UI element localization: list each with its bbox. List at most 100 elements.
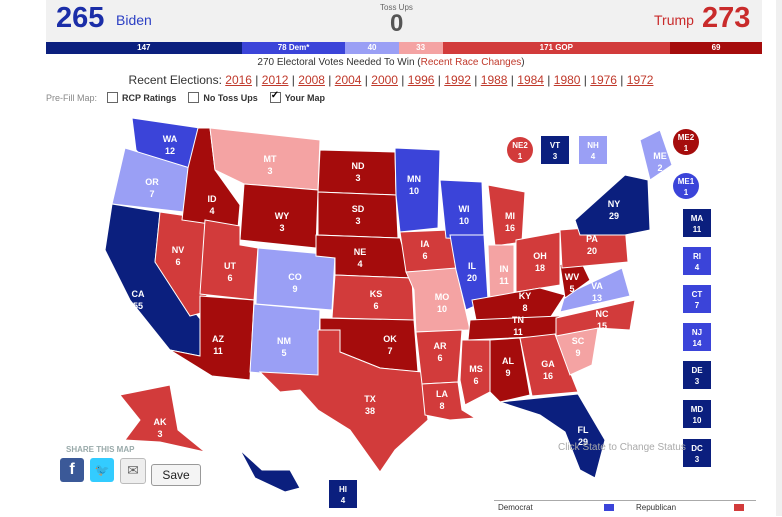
state-sd[interactable] bbox=[317, 191, 399, 239]
state-ky[interactable] bbox=[471, 287, 566, 321]
state-tn[interactable] bbox=[467, 315, 561, 341]
bar-segment: 171 GOP bbox=[442, 42, 671, 54]
state-fl[interactable] bbox=[499, 393, 606, 479]
district-box-md[interactable] bbox=[683, 400, 711, 428]
state-az[interactable] bbox=[169, 295, 255, 381]
state-hi[interactable] bbox=[239, 449, 301, 493]
state-ev-label: 13 bbox=[592, 293, 602, 303]
state-ev-label: 16 bbox=[505, 223, 515, 233]
election-year-link[interactable]: 1984 bbox=[517, 73, 544, 87]
state-tx[interactable] bbox=[258, 329, 429, 473]
election-year-link[interactable]: 1996 bbox=[407, 73, 435, 87]
state-pa[interactable] bbox=[559, 224, 629, 269]
election-year-link[interactable]: 1980 bbox=[553, 73, 581, 87]
scrollbar[interactable] bbox=[776, 0, 782, 516]
district-box-me2[interactable] bbox=[673, 129, 699, 155]
state-ev-label: 20 bbox=[587, 246, 597, 256]
state-ev-label: 6 bbox=[473, 376, 478, 386]
state-al[interactable] bbox=[489, 337, 531, 403]
state-ga[interactable] bbox=[519, 333, 579, 397]
state-mn[interactable] bbox=[394, 147, 441, 233]
state-ne[interactable] bbox=[315, 234, 413, 279]
state-ev-label: 3 bbox=[267, 166, 272, 176]
state-co[interactable] bbox=[255, 247, 336, 311]
state-ny[interactable] bbox=[574, 174, 651, 236]
state-wa[interactable] bbox=[131, 117, 201, 171]
state-sc[interactable] bbox=[554, 327, 599, 376]
election-year-link[interactable]: 1992 bbox=[444, 73, 471, 87]
state-ev-label: 11 bbox=[499, 276, 509, 286]
election-year-link[interactable]: 2016 bbox=[225, 73, 252, 87]
election-year-link[interactable]: 2000 bbox=[371, 73, 398, 87]
state-abbr-label: WY bbox=[275, 211, 290, 221]
state-nm[interactable] bbox=[249, 303, 321, 379]
state-ar[interactable] bbox=[415, 329, 463, 385]
election-year-link[interactable]: 2012 bbox=[261, 73, 289, 87]
state-mo[interactable] bbox=[405, 267, 471, 333]
state-ca[interactable] bbox=[104, 203, 213, 357]
election-year-link[interactable]: 1976 bbox=[590, 73, 617, 87]
state-abbr-label: GA bbox=[541, 359, 555, 369]
state-nc[interactable] bbox=[555, 299, 636, 337]
district-abbr-label: NE2 bbox=[512, 141, 528, 150]
state-ks[interactable] bbox=[331, 274, 415, 321]
state-abbr-label: UT bbox=[224, 261, 236, 271]
email-share-button[interactable]: ✉ bbox=[120, 458, 146, 484]
state-ms[interactable] bbox=[459, 339, 491, 406]
district-box-nj[interactable] bbox=[683, 323, 711, 351]
state-in[interactable] bbox=[487, 244, 515, 306]
state-ev-label: 15 bbox=[597, 321, 607, 331]
district-box-ma[interactable] bbox=[683, 209, 711, 237]
state-ia[interactable] bbox=[399, 229, 457, 273]
election-year-link[interactable]: 1972 bbox=[626, 73, 654, 87]
election-year-link[interactable]: 2004 bbox=[334, 73, 362, 87]
state-mt[interactable] bbox=[209, 127, 321, 191]
option-no-toss-ups[interactable]: No Toss Ups bbox=[188, 92, 258, 103]
election-year-link[interactable]: 1988 bbox=[480, 73, 508, 87]
district-box-ne2[interactable] bbox=[507, 137, 533, 163]
state-wv[interactable] bbox=[559, 254, 591, 299]
state-mi[interactable] bbox=[487, 184, 526, 247]
rcp-ratings-checkbox[interactable] bbox=[107, 92, 119, 103]
election-year-link[interactable]: 2008 bbox=[298, 73, 325, 87]
state-va[interactable] bbox=[559, 267, 631, 313]
option-your-map[interactable]: Your Map bbox=[269, 90, 325, 103]
twitter-share-button[interactable]: 🐦 bbox=[90, 458, 114, 482]
state-la[interactable] bbox=[421, 381, 477, 421]
state-wi[interactable] bbox=[439, 179, 485, 241]
state-id[interactable] bbox=[181, 127, 241, 229]
district-box-hi[interactable] bbox=[329, 480, 357, 508]
district-box-ct[interactable] bbox=[683, 285, 711, 313]
facebook-share-button[interactable]: f bbox=[60, 458, 84, 482]
district-box-ri[interactable] bbox=[683, 247, 711, 275]
recent-race-changes-link[interactable]: Recent Race Changes bbox=[420, 57, 522, 68]
save-button[interactable]: Save bbox=[151, 464, 201, 486]
state-ev-label: 3 bbox=[157, 429, 162, 439]
state-ev-label: 9 bbox=[575, 348, 580, 358]
state-ev-label: 18 bbox=[535, 263, 545, 273]
state-nd[interactable] bbox=[317, 149, 397, 196]
state-wy[interactable] bbox=[239, 183, 319, 249]
state-ev-label: 9 bbox=[292, 284, 297, 294]
district-box-nh[interactable] bbox=[579, 136, 607, 164]
district-box-de[interactable] bbox=[683, 361, 711, 389]
state-il[interactable] bbox=[449, 234, 489, 311]
state-oh[interactable] bbox=[515, 231, 561, 293]
district-box-dc[interactable] bbox=[683, 439, 711, 467]
state-ok[interactable] bbox=[319, 317, 419, 373]
state-nv[interactable] bbox=[154, 211, 216, 317]
district-box-vt[interactable] bbox=[541, 136, 569, 164]
state-ak[interactable] bbox=[119, 384, 206, 453]
your-map-checkbox[interactable] bbox=[269, 90, 281, 103]
state-ev-label: 3 bbox=[355, 216, 360, 226]
district-box-me1[interactable] bbox=[673, 173, 699, 199]
state-or[interactable] bbox=[111, 147, 191, 213]
no-toss-ups-checkbox[interactable] bbox=[188, 92, 200, 103]
state-ut[interactable] bbox=[199, 219, 259, 301]
state-abbr-label: CA bbox=[132, 289, 145, 299]
state-me[interactable] bbox=[639, 129, 673, 181]
state-abbr-label: NV bbox=[172, 245, 185, 255]
district-ev-label: 3 bbox=[553, 152, 558, 161]
option-rcp-ratings[interactable]: RCP Ratings bbox=[107, 92, 176, 103]
state-abbr-label: PA bbox=[586, 234, 598, 244]
